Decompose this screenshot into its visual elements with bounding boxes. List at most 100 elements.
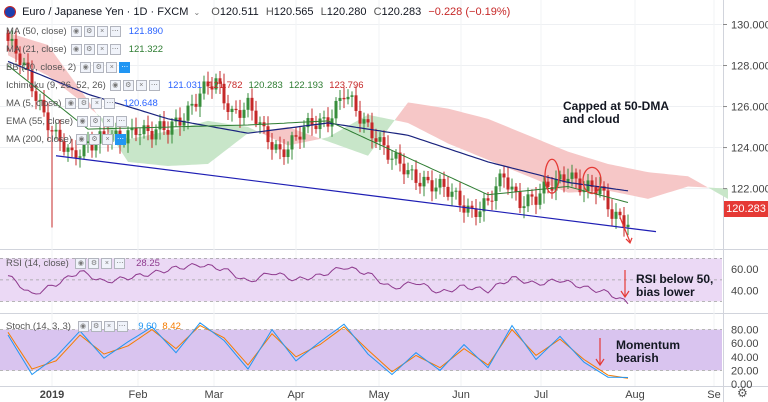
candle-body: [442, 178, 446, 187]
candle-body: [598, 186, 602, 195]
indicator-legend-row[interactable]: MA (21, close) ◉ ⚙ × ⋯ 121.322: [6, 43, 163, 56]
time-axis-label: Se: [707, 389, 720, 401]
indicator-legend-row[interactable]: MA (200, close) ◉ ⚙ × ⋯: [6, 133, 128, 146]
cloud-segment: [252, 128, 256, 133]
indicator-name[interactable]: MA (5, close): [6, 98, 62, 110]
indicator-value: 121.890: [128, 26, 164, 38]
candle-body: [334, 100, 338, 119]
cloud-segment: [308, 134, 312, 142]
symbol-name[interactable]: Euro / Japanese Yen: [22, 6, 124, 18]
close-icon[interactable]: ×: [103, 115, 115, 127]
more-icon[interactable]: ⋯: [116, 320, 128, 332]
cloud-segment: [164, 131, 168, 167]
cloud-segment: [692, 178, 696, 187]
more-icon[interactable]: ⋯: [148, 79, 160, 91]
eye-icon[interactable]: ◉: [109, 79, 121, 91]
indicator-controls[interactable]: ◉ ⚙ × ⋯: [77, 115, 129, 128]
close-icon[interactable]: ×: [102, 133, 113, 145]
eye-icon[interactable]: ◉: [77, 115, 89, 127]
candle-body: [238, 110, 242, 118]
close-icon[interactable]: ×: [91, 97, 103, 109]
indicator-controls[interactable]: ◉ ⚙ × ⋯: [70, 25, 123, 38]
indicator-name[interactable]: EMA (55, close): [6, 116, 74, 128]
eye-icon[interactable]: ◉: [76, 133, 87, 145]
close-icon[interactable]: ×: [96, 25, 108, 37]
indicator-legend-row[interactable]: BB (20, close, 2) ◉ ⚙ × ⋯: [6, 61, 132, 74]
gear-icon[interactable]: ⚙: [88, 257, 100, 269]
candle-body: [218, 78, 222, 84]
indicator-controls[interactable]: ◉ ⚙ × ⋯: [80, 61, 132, 74]
cloud-segment: [720, 188, 724, 197]
candle-body: [550, 187, 554, 191]
close-icon[interactable]: ×: [96, 43, 108, 55]
indicator-name[interactable]: Ichimoku (9, 26, 52, 26): [6, 80, 106, 92]
cloud-segment: [404, 102, 408, 123]
more-icon[interactable]: ⋯: [116, 115, 128, 127]
gear-icon[interactable]: ⚙: [83, 43, 95, 55]
gear-icon[interactable]: ⚙: [93, 61, 105, 73]
symbol-interval[interactable]: 1D: [133, 6, 148, 18]
candle-body: [182, 120, 186, 126]
indicator-name[interactable]: MA (200, close): [6, 134, 72, 146]
gear-icon[interactable]: ⚙: [90, 320, 102, 332]
gear-icon[interactable]: ⚙: [122, 79, 134, 91]
eye-icon[interactable]: ◉: [80, 61, 92, 73]
indicator-legend-row[interactable]: MA (5, close) ◉ ⚙ × ⋯ 120.648: [6, 97, 158, 110]
eye-icon[interactable]: ◉: [75, 257, 87, 269]
candle-body: [206, 81, 210, 87]
cloud-segment: [336, 130, 340, 146]
candle-body: [354, 95, 358, 111]
eye-icon[interactable]: ◉: [65, 97, 77, 109]
candle-body: [186, 105, 190, 121]
settings-gear-icon[interactable]: ⚙: [737, 386, 748, 400]
close-icon[interactable]: ×: [135, 79, 147, 91]
more-icon[interactable]: ⋯: [115, 133, 126, 145]
candle-body: [46, 112, 50, 131]
indicator-legend-row[interactable]: Ichimoku (9, 26, 52, 26) ◉ ⚙ × ⋯ 121.031 121.7…: [6, 79, 364, 92]
more-icon[interactable]: ⋯: [114, 257, 126, 269]
more-icon[interactable]: ⋯: [104, 97, 116, 109]
cloud-segment: [624, 167, 628, 195]
gear-icon[interactable]: ⚙: [89, 133, 100, 145]
indicator-name[interactable]: BB (20, close, 2): [6, 62, 77, 74]
indicator-controls[interactable]: ◉ ⚙ × ⋯: [65, 97, 117, 110]
candle-body: [530, 194, 534, 197]
gear-icon[interactable]: ⚙: [83, 25, 95, 37]
indicator-controls[interactable]: ◉ ⚙ × ⋯: [76, 133, 128, 146]
stoch-legend-name[interactable]: Stoch (14, 3, 3): [6, 321, 71, 333]
candle-body: [158, 121, 162, 130]
indicator-legend-row[interactable]: MA (50, close) ◉ ⚙ × ⋯ 121.890: [6, 25, 163, 38]
rsi-legend-controls[interactable]: ◉ ⚙ × ⋯: [75, 257, 127, 270]
cloud-segment: [476, 115, 480, 157]
stoch-legend-controls[interactable]: ◉ ⚙ × ⋯: [77, 320, 130, 333]
time-axis-label: Mar: [205, 389, 224, 401]
candle-body: [154, 129, 158, 140]
eye-icon[interactable]: ◉: [70, 43, 82, 55]
candle-body: [346, 96, 350, 100]
rsi-legend-name[interactable]: RSI (14, close): [6, 258, 69, 270]
rsi-arrow-head: [620, 290, 630, 299]
more-icon[interactable]: ⋯: [109, 43, 121, 55]
gear-icon[interactable]: ⚙: [78, 97, 90, 109]
close-icon[interactable]: ×: [106, 61, 118, 73]
indicator-name[interactable]: MA (50, close): [6, 26, 67, 38]
candle-body: [170, 121, 174, 135]
eye-icon[interactable]: ◉: [70, 25, 82, 37]
indicator-controls[interactable]: ◉ ⚙ × ⋯: [70, 43, 123, 56]
indicator-controls[interactable]: ◉ ⚙ × ⋯: [109, 79, 162, 92]
indicator-legend-row[interactable]: EMA (55, close) ◉ ⚙ × ⋯: [6, 115, 129, 128]
eye-icon[interactable]: ◉: [77, 320, 89, 332]
more-icon[interactable]: ⋯: [119, 61, 131, 73]
chevron-down-icon[interactable]: ⌄: [193, 8, 201, 17]
candle-body: [614, 211, 618, 219]
more-icon[interactable]: ⋯: [109, 25, 121, 37]
gear-icon[interactable]: ⚙: [90, 115, 102, 127]
indicator-name[interactable]: MA (21, close): [6, 44, 67, 56]
candle-body: [54, 129, 58, 132]
close-icon[interactable]: ×: [103, 320, 115, 332]
cloud-segment: [216, 122, 220, 158]
candle-body: [250, 97, 254, 111]
indicator-value: 123.796: [329, 80, 364, 92]
candle-body: [450, 191, 454, 197]
close-icon[interactable]: ×: [101, 257, 113, 269]
